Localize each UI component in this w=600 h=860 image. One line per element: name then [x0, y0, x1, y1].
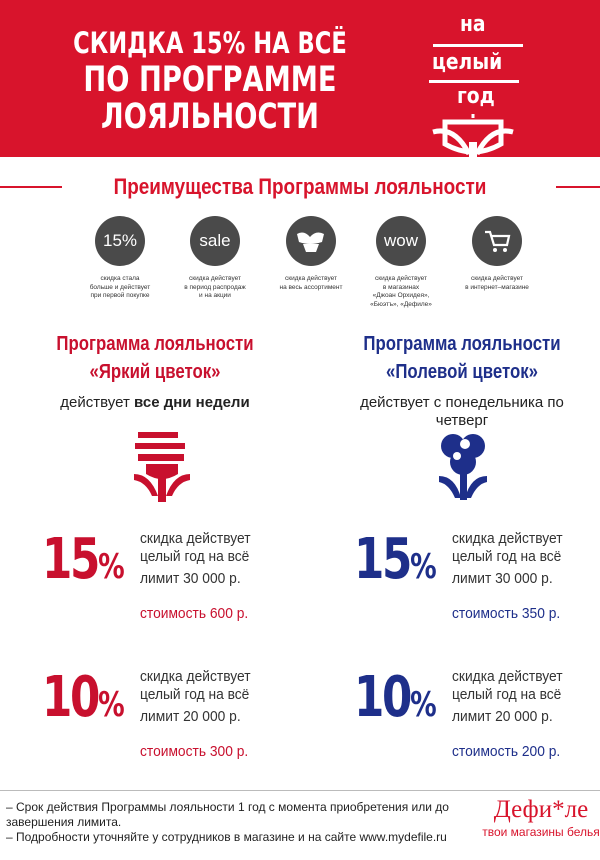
field-flower-logo — [433, 432, 493, 504]
bright-flower-logo — [132, 432, 192, 504]
tier-limit: лимит 20 000 р. — [452, 708, 553, 725]
tier-cost: стоимость 350 р. — [452, 605, 561, 622]
badge-word-na: на — [460, 12, 486, 37]
whole-year-badge: на целый год — [425, 10, 535, 157]
flower-icon — [432, 114, 514, 157]
brand-tagline: твои магазины белья — [482, 825, 600, 839]
program-schedule: действует с понедельника по четверг — [360, 394, 564, 429]
advantage-text: скидка стала больше и действует при перв… — [89, 275, 151, 299]
tier-description: скидка действует целый год на всё — [140, 530, 251, 565]
program-title: «Полевой цветок» — [385, 361, 538, 383]
header-discount-line: СКИДКА 15% НА ВСЁ — [73, 26, 347, 60]
tier-cost: стоимость 200 р. — [452, 743, 561, 760]
footer-note-validity: – Срок действия Программы лояльности 1 г… — [6, 800, 449, 829]
program-schedule: действует все дни недели — [5, 394, 305, 412]
tier-cost: стоимость 300 р. — [140, 743, 249, 760]
discount-percent: 10% — [354, 665, 437, 730]
badge-word-whole: целый — [432, 50, 503, 75]
wow-icon: wow — [376, 216, 426, 266]
discount-percent: 10% — [42, 665, 125, 730]
lingerie-icon — [286, 216, 336, 266]
field-tier-10: 10% скидка действует целый год на всё ли… — [354, 668, 600, 778]
tier-description: скидка действует целый год на всё — [140, 668, 251, 703]
heading-rule-left — [0, 186, 62, 188]
bright-tier-10: 10% скидка действует целый год на всё ли… — [42, 668, 322, 778]
brand-name: Дефи*ле — [493, 796, 589, 823]
tier-cost: стоимость 600 р. — [140, 605, 249, 622]
badge-bar — [429, 80, 519, 83]
tier-limit: лимит 20 000 р. — [140, 708, 241, 725]
program-field-flower: Программа лояльности «Полевой цветок» де… — [312, 330, 600, 430]
promo-header: СКИДКА 15% НА ВСЁ ПО ПРОГРАММЕ ЛОЯЛЬНОСТ… — [0, 0, 600, 157]
brand-logo: Дефи*ле твои магазины белья — [482, 796, 600, 839]
advantage-first-purchase: 15% скидка стала больше и действует при … — [60, 216, 180, 301]
badge-bar — [433, 44, 523, 47]
field-tier-15: 15% скидка действует целый год на всё ли… — [354, 530, 600, 640]
discount-percent: 15% — [354, 527, 437, 592]
schedule-prefix: действует — [60, 394, 130, 411]
discount-percent: 15% — [42, 527, 125, 592]
advantages-heading-row: Преимущества Программы лояльности — [0, 170, 600, 206]
program-name: Программа лояльности — [56, 333, 254, 355]
advantage-sales: sale скидка действует в период распродаж… — [155, 216, 275, 301]
header-program-line: ПО ПРОГРАММЕ — [83, 60, 337, 100]
advantage-text: скидка действует в интернет–магазине — [465, 275, 529, 291]
advantage-text: скидка действует на весь ассортимент — [279, 275, 343, 291]
program-name: Программа лояльности — [363, 333, 561, 355]
footer-note-details: – Подробности уточняйте у сотрудников в … — [6, 830, 447, 844]
footer-divider — [0, 790, 600, 791]
sale-icon: sale — [190, 216, 240, 266]
advantage-stores: wow скидка действует в магазинах «Джоан … — [341, 216, 461, 309]
bright-tier-15: 15% скидка действует целый год на всё ли… — [42, 530, 322, 640]
tier-limit: лимит 30 000 р. — [140, 570, 241, 587]
percent-icon: 15% — [95, 216, 145, 266]
header-loyalty-line: ЛОЯЛЬНОСТИ — [101, 97, 319, 137]
tier-description: скидка действует целый год на всё — [452, 530, 563, 565]
advantage-text: скидка действует в магазинах «Джоан Орхи… — [370, 275, 432, 308]
advantage-assortment: скидка действует на весь ассортимент — [251, 216, 371, 292]
schedule-days: все дни недели — [134, 394, 250, 411]
tier-limit: лимит 30 000 р. — [452, 570, 553, 587]
advantage-text: скидка действует в период распродаж и на… — [184, 275, 246, 299]
advantage-online: скидка действует в интернет–магазине — [437, 216, 557, 292]
program-bright-flower: Программа лояльности «Яркий цветок» дейс… — [5, 330, 305, 412]
program-title: «Яркий цветок» — [89, 361, 221, 383]
advantages-title: Преимущества Программы лояльности — [113, 174, 487, 199]
badge-word-year: год — [457, 84, 495, 109]
heading-rule-right — [556, 186, 600, 188]
tier-description: скидка действует целый год на всё — [452, 668, 563, 703]
cart-icon — [472, 216, 522, 266]
